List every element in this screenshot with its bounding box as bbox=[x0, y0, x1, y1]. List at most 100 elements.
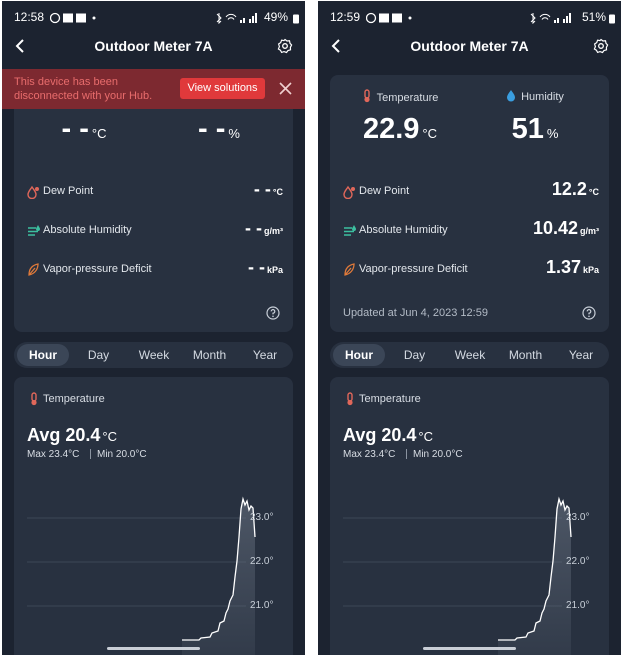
reading-value: - - bbox=[61, 113, 89, 145]
reading-unit: % bbox=[228, 126, 240, 141]
status-icons bbox=[49, 11, 100, 29]
reading: 22.9 °C bbox=[330, 113, 470, 146]
metric-reading: 12.2 °C bbox=[552, 179, 599, 200]
reading-value: 51 bbox=[511, 113, 544, 145]
metric-reading: 10.42 g/m³ bbox=[533, 218, 599, 239]
separator bbox=[90, 449, 91, 459]
metric-icon bbox=[27, 185, 40, 204]
status-icons bbox=[365, 11, 416, 29]
tab[interactable]: Week bbox=[138, 348, 170, 362]
reading-value: - - bbox=[198, 113, 226, 145]
average: Avg 20.4 °C bbox=[343, 425, 433, 446]
back-button[interactable] bbox=[330, 38, 342, 59]
metric-label: Vapor-pressure Deficit bbox=[359, 263, 468, 275]
tab[interactable]: Hour bbox=[345, 348, 373, 362]
help-button[interactable] bbox=[266, 306, 280, 325]
chart-plot bbox=[27, 496, 256, 655]
reading-label: Humidity bbox=[477, 89, 593, 105]
metric-value: - - bbox=[247, 257, 265, 277]
tab[interactable]: Day bbox=[87, 348, 110, 362]
chart-title-icon bbox=[345, 392, 355, 411]
reading: 51% bbox=[465, 113, 605, 146]
reading: - - °C bbox=[14, 113, 154, 146]
phone-screen: 12:59 51% Outdoor Meter 7A Temperature 22.9 °… bbox=[318, 1, 621, 655]
y-tick-label: 21.0° bbox=[566, 600, 590, 611]
battery-level: 51% bbox=[581, 10, 606, 24]
metric-icon bbox=[343, 224, 357, 243]
chart-title: Temperature bbox=[43, 393, 105, 405]
metric-reading: - - g/m³ bbox=[245, 218, 283, 239]
metric-value: - - bbox=[253, 179, 271, 199]
tab[interactable]: Day bbox=[403, 348, 426, 362]
tab[interactable]: Year bbox=[252, 348, 278, 362]
view-solutions-button[interactable]: View solutions bbox=[180, 78, 265, 99]
updated-time: Updated at Jun 4, 2023 12:59 bbox=[343, 307, 488, 319]
readings-card: - - °C - -% Dew Point - - °C Absolute Humidity… bbox=[14, 75, 293, 332]
reading-value: 22.9 bbox=[362, 113, 420, 145]
chart-area bbox=[182, 499, 255, 655]
min-value: Min 20.0°C bbox=[413, 449, 463, 460]
nav-handle bbox=[423, 647, 516, 650]
chart-area bbox=[498, 499, 571, 655]
reading-icon bbox=[506, 89, 516, 105]
time-range-tabs: Hour Day Week Month Year bbox=[14, 342, 293, 368]
header-title: Outdoor Meter 7A bbox=[410, 38, 529, 54]
separator bbox=[406, 449, 407, 459]
reading-icon bbox=[362, 89, 372, 106]
tab[interactable]: Year bbox=[568, 348, 594, 362]
max-value: Max 23.4°C bbox=[27, 449, 80, 460]
metric-icon bbox=[27, 224, 41, 243]
chart-title-icon bbox=[29, 392, 39, 411]
chart-card: Temperature Avg 20.4 °C Max 23.4°C Min 20.0°… bbox=[14, 377, 293, 655]
metric-unit: °C bbox=[588, 187, 599, 197]
metric-value: 10.42 bbox=[532, 218, 578, 238]
disconnect-banner: This device has been disconnected with y… bbox=[2, 69, 305, 109]
average-unit: °C bbox=[418, 429, 433, 444]
average-unit: °C bbox=[102, 429, 117, 444]
back-button[interactable] bbox=[14, 38, 26, 59]
metric-reading: - - °C bbox=[254, 179, 283, 200]
chart-title: Temperature bbox=[359, 393, 421, 405]
reading-unit: °C bbox=[422, 126, 438, 141]
reading-label-text: Temperature bbox=[376, 92, 439, 104]
metric-value: 1.37 bbox=[545, 257, 581, 277]
metric-label: Vapor-pressure Deficit bbox=[43, 263, 152, 275]
y-tick-label: 22.0° bbox=[250, 556, 274, 567]
metric-label: Absolute Humidity bbox=[43, 224, 132, 236]
y-tick-label: 23.0° bbox=[250, 512, 274, 523]
reading: - -% bbox=[149, 113, 289, 146]
readings-card: Temperature 22.9 °C Humidity 51% Dew Point 12.… bbox=[330, 75, 609, 332]
metric-label: Dew Point bbox=[359, 185, 410, 197]
tab[interactable]: Hour bbox=[29, 348, 57, 362]
reading-label: Temperature bbox=[342, 89, 458, 106]
average-value: Avg 20.4 bbox=[343, 425, 417, 445]
settings-button[interactable] bbox=[593, 38, 609, 59]
selected-tab-pill bbox=[333, 344, 385, 366]
reading-label-text: Humidity bbox=[521, 91, 564, 103]
reading-unit: % bbox=[546, 126, 559, 141]
close-button[interactable] bbox=[279, 82, 292, 100]
tab[interactable]: Week bbox=[454, 348, 486, 362]
battery-icon bbox=[608, 11, 616, 29]
chart-card: Temperature Avg 20.4 °C Max 23.4°C Min 20.0°… bbox=[330, 377, 609, 655]
status-time: 12:59 bbox=[330, 10, 361, 24]
metric-unit: kPa bbox=[266, 265, 283, 275]
status-time: 12:58 bbox=[14, 10, 45, 24]
metric-icon bbox=[343, 185, 356, 204]
help-button[interactable] bbox=[582, 306, 596, 325]
metric-unit: kPa bbox=[582, 265, 599, 275]
metric-value: - - bbox=[245, 218, 262, 238]
y-tick-label: 21.0° bbox=[250, 600, 274, 611]
time-range-tabs: Hour Day Week Month Year bbox=[330, 342, 609, 368]
min-value: Min 20.0°C bbox=[97, 449, 147, 460]
selected-tab-pill bbox=[17, 344, 69, 366]
settings-button[interactable] bbox=[277, 38, 293, 59]
chart-line bbox=[182, 496, 256, 641]
y-tick-label: 23.0° bbox=[566, 512, 590, 523]
tab[interactable]: Month bbox=[192, 348, 227, 362]
nav-handle bbox=[107, 647, 200, 650]
metric-icon bbox=[27, 263, 39, 281]
battery-icon bbox=[292, 11, 300, 29]
tab[interactable]: Month bbox=[508, 348, 543, 362]
